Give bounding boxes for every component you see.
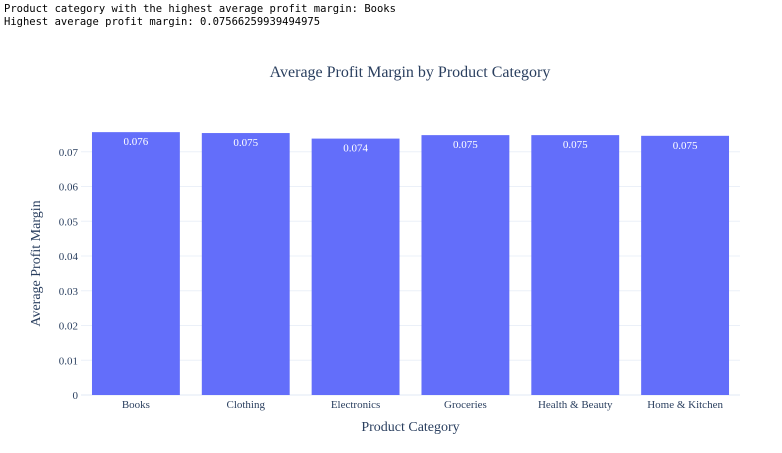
bar-data-label: 0.075 [453,139,478,151]
bar-data-label: 0.076 [124,136,149,148]
bar-data-label: 0.075 [673,140,698,152]
bar [641,135,730,396]
x-tick-label: Clothing [226,399,265,411]
x-tick-label: Health & Beauty [538,399,613,411]
x-tick-label: Groceries [444,399,487,411]
bar-data-label: 0.074 [343,143,368,155]
y-tick-label: 0.06 [59,182,79,194]
y-tick-label: 0.04 [59,251,79,263]
y-tick-label: 0 [73,390,79,402]
chart-title: Average Profit Margin by Product Categor… [269,64,551,81]
bar [531,135,620,395]
y-tick-label: 0.07 [59,147,79,159]
y-tick-label: 0.03 [59,286,79,298]
x-tick-label: Electronics [331,399,380,411]
x-tick-label: Home & Kitchen [647,399,723,411]
console-output: Product category with the highest averag… [4,3,396,29]
y-tick-label: 0.05 [59,216,79,228]
bar [311,138,400,395]
bar-data-label: 0.075 [233,137,258,149]
y-tick-label: 0.01 [59,355,78,367]
bar [91,132,180,395]
bar-data-label: 0.075 [563,139,588,151]
x-axis-title: Product Category [361,420,459,435]
x-tick-label: Books [122,399,150,411]
bar [201,133,290,395]
console-line-margin: Highest average profit margin: 0.0756625… [4,16,321,28]
y-tick-label: 0.02 [59,321,78,333]
console-line-result: Product category with the highest averag… [4,3,396,15]
y-axis-title: Average Profit Margin [29,200,44,326]
bar [421,135,510,395]
